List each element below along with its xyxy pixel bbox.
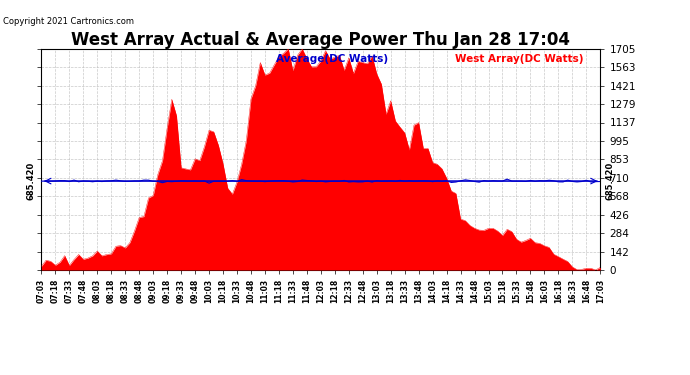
Text: Average(DC Watts): Average(DC Watts) (276, 54, 388, 64)
Title: West Array Actual & Average Power Thu Jan 28 17:04: West Array Actual & Average Power Thu Ja… (71, 31, 571, 49)
Text: 685.420: 685.420 (27, 162, 36, 200)
Text: Copyright 2021 Cartronics.com: Copyright 2021 Cartronics.com (3, 17, 135, 26)
Text: 685.420: 685.420 (606, 162, 615, 200)
Text: West Array(DC Watts): West Array(DC Watts) (455, 54, 584, 64)
